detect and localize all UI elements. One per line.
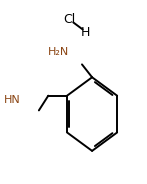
Text: H: H bbox=[81, 26, 90, 39]
Text: Cl: Cl bbox=[63, 13, 75, 26]
Text: HN: HN bbox=[4, 95, 21, 105]
Text: H₂N: H₂N bbox=[47, 47, 69, 56]
